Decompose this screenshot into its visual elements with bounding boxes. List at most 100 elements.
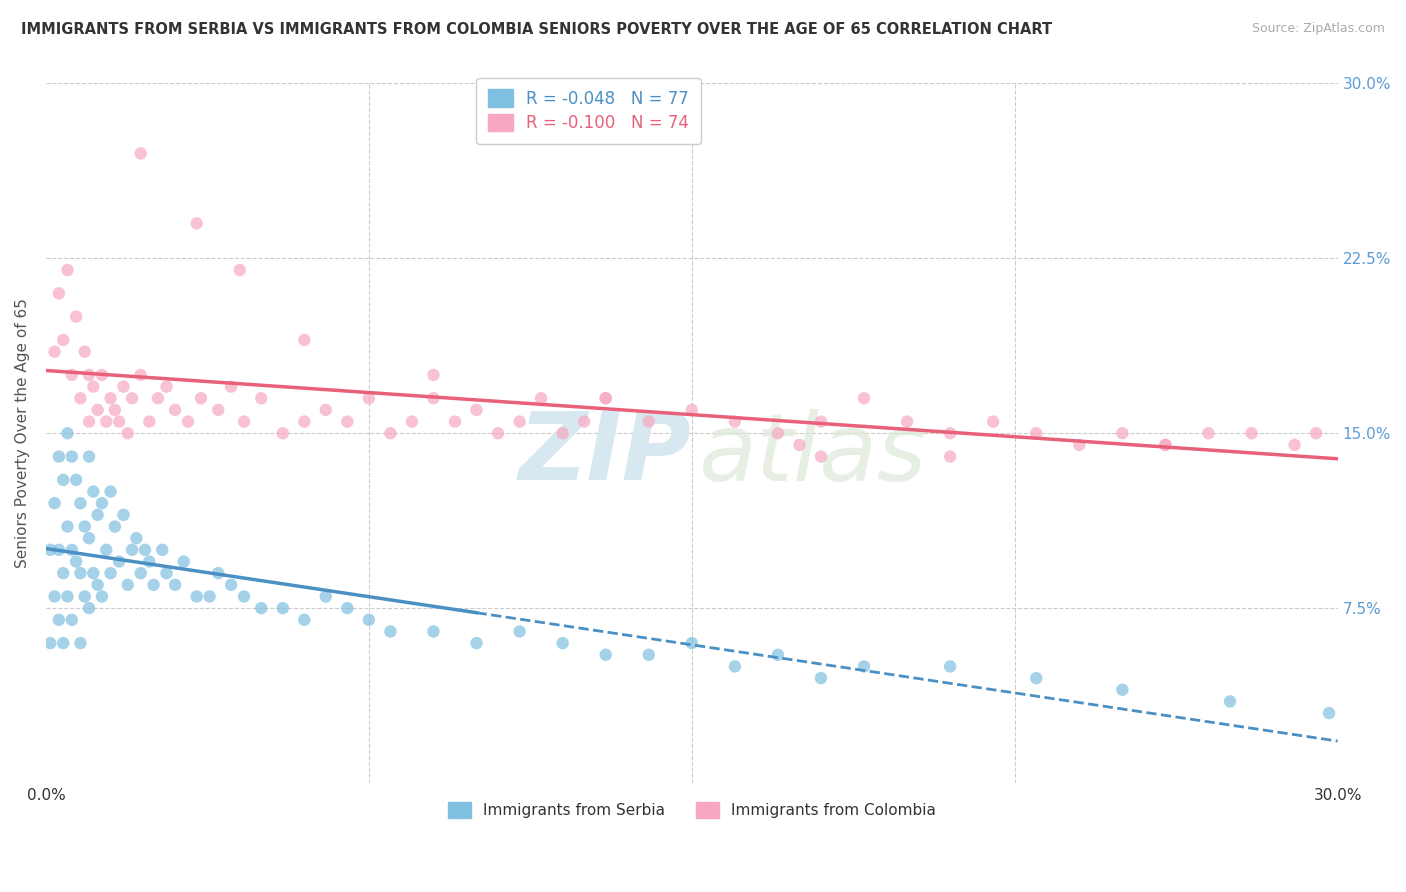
Point (233, 415, 256, 429)
Point (56, 519, 79, 533)
Point (77, 531, 100, 545)
Point (100, 566, 122, 581)
Point (190, 391, 212, 405)
Point (250, 391, 273, 405)
Point (134, 542, 156, 557)
Point (271, 426, 294, 441)
Point (551, 636, 574, 650)
Point (1219, 694, 1241, 708)
Point (104, 519, 127, 533)
Point (91, 368, 114, 382)
Point (82, 566, 104, 581)
Point (551, 426, 574, 441)
Point (96, 542, 118, 557)
Point (292, 333, 315, 347)
Point (336, 415, 359, 429)
Point (595, 391, 617, 405)
Point (91, 496, 114, 510)
Point (681, 636, 703, 650)
Point (198, 590, 221, 604)
Point (357, 613, 380, 627)
Point (724, 659, 747, 673)
Point (981, 415, 1004, 429)
Point (422, 624, 444, 639)
Point (219, 379, 242, 393)
Point (292, 613, 315, 627)
Point (681, 403, 703, 417)
Point (112, 379, 135, 393)
Text: Source: ZipAtlas.com: Source: ZipAtlas.com (1251, 22, 1385, 36)
Point (465, 636, 488, 650)
Point (52, 333, 75, 347)
Point (155, 379, 177, 393)
Point (250, 601, 273, 615)
Text: ZIP: ZIP (519, 409, 692, 500)
Point (357, 391, 380, 405)
Point (73, 519, 96, 533)
Point (207, 403, 229, 417)
Point (65, 473, 87, 487)
Point (121, 542, 143, 557)
Point (91, 590, 114, 604)
Point (69, 496, 91, 510)
Point (939, 426, 962, 441)
Point (1069, 438, 1091, 452)
Point (1317, 706, 1340, 720)
Point (108, 554, 131, 568)
Point (56, 426, 79, 441)
Point (60, 368, 83, 382)
Point (1284, 438, 1306, 452)
Point (165, 578, 187, 592)
Point (853, 659, 876, 673)
Point (129, 146, 152, 161)
Point (766, 648, 789, 662)
Point (810, 671, 832, 685)
Point (82, 484, 104, 499)
Point (186, 216, 208, 230)
Point (207, 566, 229, 581)
Point (155, 566, 177, 581)
Point (44, 590, 66, 604)
Point (165, 403, 187, 417)
Legend: Immigrants from Serbia, Immigrants from Colombia: Immigrants from Serbia, Immigrants from … (441, 797, 942, 824)
Point (60, 542, 83, 557)
Point (138, 554, 160, 568)
Point (60, 613, 83, 627)
Point (138, 415, 160, 429)
Point (219, 578, 242, 592)
Point (595, 648, 617, 662)
Point (69, 636, 91, 650)
Point (100, 484, 122, 499)
Point (146, 391, 169, 405)
Point (129, 368, 152, 382)
Point (939, 659, 962, 673)
Point (173, 554, 195, 568)
Point (292, 415, 315, 429)
Point (48, 542, 70, 557)
Point (44, 496, 66, 510)
Point (82, 379, 104, 393)
Point (380, 426, 402, 441)
Point (125, 531, 148, 545)
Point (509, 624, 531, 639)
Point (52, 636, 75, 650)
Point (117, 578, 139, 592)
Point (60, 450, 83, 464)
Point (637, 415, 659, 429)
Point (100, 391, 122, 405)
Point (1111, 426, 1133, 441)
Point (853, 391, 876, 405)
Point (69, 566, 91, 581)
Point (77, 368, 100, 382)
Point (96, 415, 118, 429)
Point (86, 403, 108, 417)
Point (810, 450, 832, 464)
Point (177, 415, 200, 429)
Point (789, 438, 811, 452)
Point (48, 613, 70, 627)
Point (44, 344, 66, 359)
Point (271, 601, 294, 615)
Point (121, 391, 143, 405)
Point (1305, 426, 1327, 441)
Point (142, 578, 165, 592)
